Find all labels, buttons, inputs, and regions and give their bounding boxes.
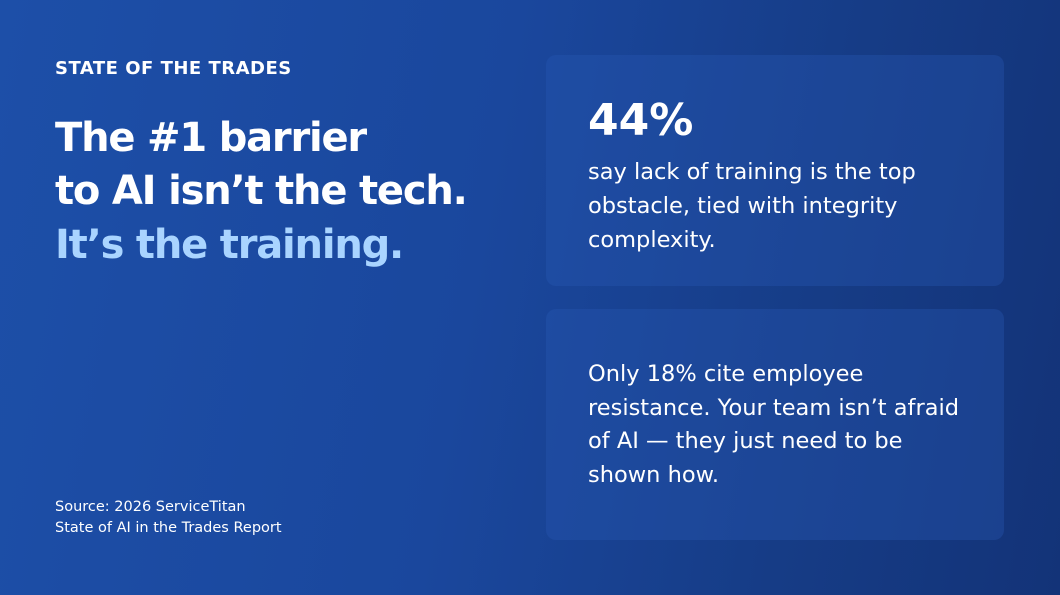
card-line: of AI — they just need to be xyxy=(588,428,903,454)
headline-line: to AI isn’t the tech. xyxy=(55,168,468,214)
headline-line: The #1 barrier xyxy=(55,115,367,161)
source-line: State of AI in the Trades Report xyxy=(55,520,282,536)
stat-card: 44% say lack of training is the top obst… xyxy=(546,55,1004,286)
stat: 44% xyxy=(588,95,694,146)
card-line: complexity. xyxy=(588,227,716,253)
source-line: Source: 2026 ServiceTitan xyxy=(55,499,246,515)
card-line: say lack of training is the top xyxy=(588,159,916,185)
eyebrow: STATE OF THE TRADES xyxy=(55,58,292,79)
card-line: obstacle, tied with integrity xyxy=(588,193,898,219)
card-line: Only 18% cite employee xyxy=(588,361,864,387)
headline-highlight: It’s the training. xyxy=(55,222,404,268)
info-card: Only 18% cite employee resistance. Your … xyxy=(546,309,1004,540)
card-line: resistance. Your team isn’t afraid xyxy=(588,395,960,421)
card-line: shown how. xyxy=(588,462,720,488)
